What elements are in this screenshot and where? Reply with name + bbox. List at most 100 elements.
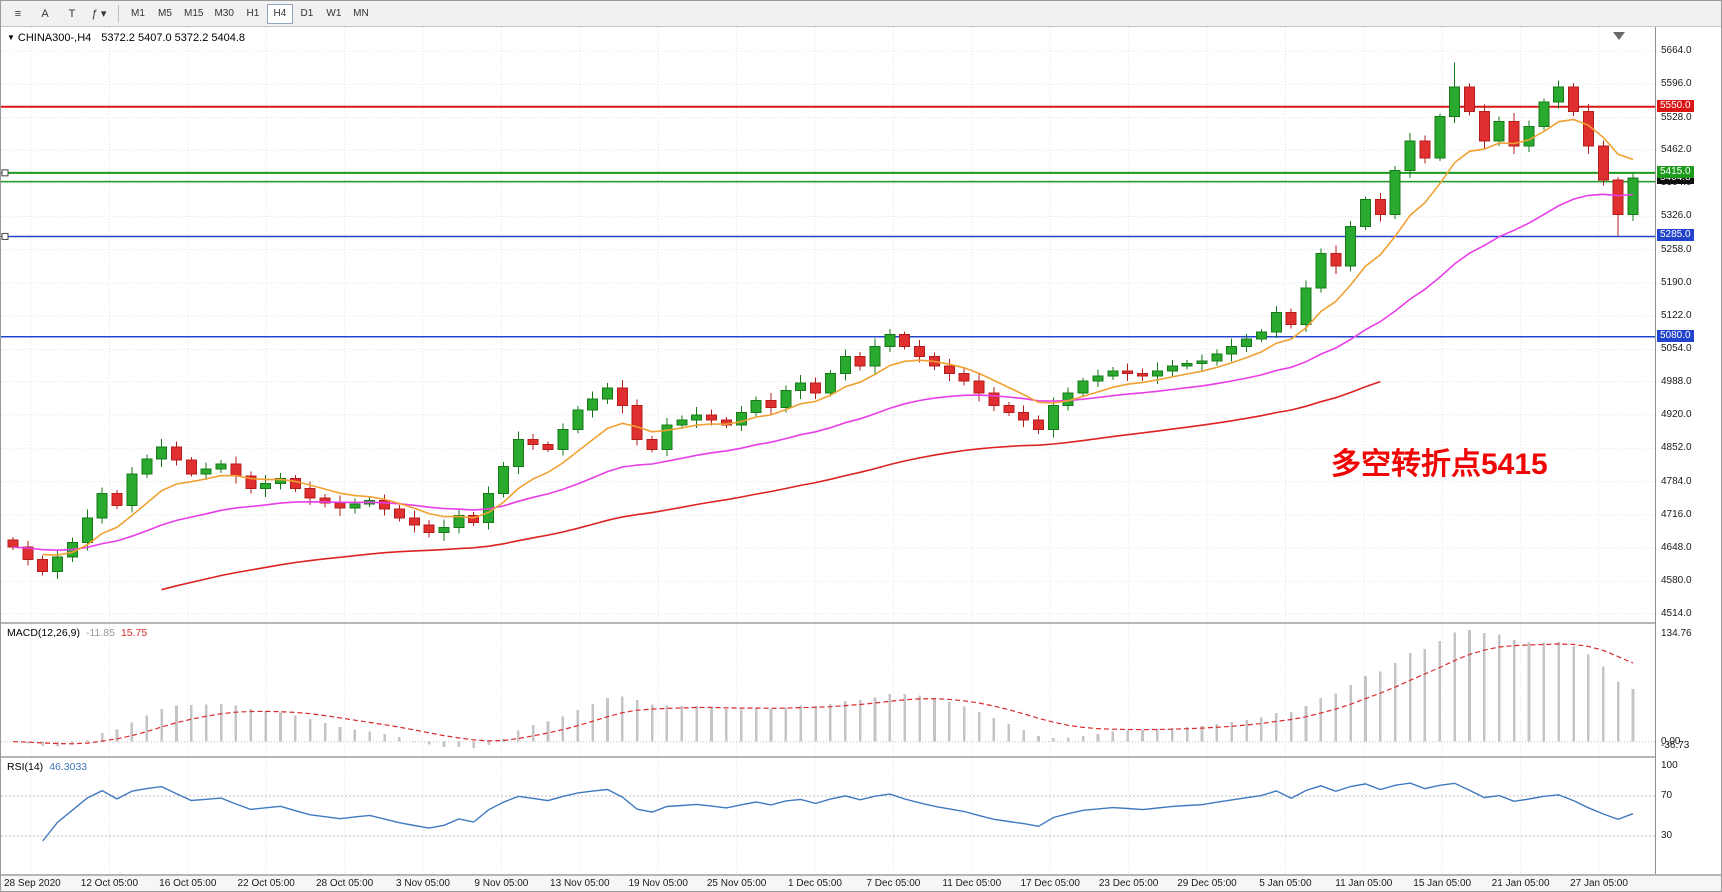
price-level-tag: 5285.0	[1657, 229, 1694, 242]
rsi-line	[42, 782, 1634, 842]
time-label: 7 Dec 05:00	[866, 878, 921, 889]
pane-separator[interactable]	[1, 622, 1721, 624]
gridlines	[1, 27, 1655, 622]
time-label: 5 Jan 05:00	[1259, 878, 1312, 889]
rsi-header: RSI(14) 46.3033	[7, 761, 93, 773]
timeframe-h1-button[interactable]: H1	[240, 4, 266, 24]
macd-pane[interactable]: MACD(12,26,9) -11.85 15.75	[1, 624, 1655, 756]
text-tool-button[interactable]: T	[59, 4, 85, 24]
price-tick: 4514.0	[1661, 607, 1692, 619]
time-label: 28 Sep 2020	[4, 878, 61, 889]
symbol-name: CHINA300-,H4	[17, 32, 92, 44]
price-tick: 4648.0	[1661, 542, 1692, 554]
gridlines	[30, 624, 1600, 756]
macd-value: -11.85	[85, 627, 115, 639]
candles-layer	[7, 62, 1639, 579]
price-tick: 5664.0	[1661, 45, 1692, 56]
timeframe-m1-button[interactable]: M1	[125, 4, 151, 24]
time-label: 12 Oct 05:00	[80, 878, 139, 889]
price-tick: 5054.0	[1661, 343, 1692, 355]
price-tick: 4580.0	[1661, 575, 1692, 587]
arrow-tool-button[interactable]: A	[32, 4, 58, 24]
macd-title: MACD(12,26,9)	[7, 627, 80, 639]
chart-text-annotation[interactable]: 多空转折点5415	[1331, 448, 1548, 481]
price-level-tag: 5080.0	[1657, 329, 1694, 342]
price-level-tag: 5415.0	[1657, 165, 1694, 178]
rsi-chart[interactable]	[1, 758, 1655, 874]
timeframe-m30-button[interactable]: M30	[209, 4, 238, 24]
rsi-pane[interactable]: RSI(14) 46.3033	[1, 758, 1655, 874]
charts-list-button[interactable]: ≡	[5, 4, 31, 24]
time-label: 23 Dec 05:00	[1098, 878, 1159, 889]
main-chart-pane[interactable]: ▼ CHINA300-,H4 5372.2 5407.0 5372.2 5404.8…	[1, 27, 1655, 622]
macd-signal-value: 15.75	[120, 627, 148, 639]
price-tick: 5528.0	[1661, 111, 1692, 123]
price-level-tag: 5550.0	[1657, 99, 1694, 112]
price-tick: 5326.0	[1661, 210, 1692, 222]
pane-separator[interactable]	[1, 756, 1721, 758]
ma-mid-line	[12, 193, 1634, 552]
line-handle[interactable]	[1, 169, 9, 177]
time-label: 13 Nov 05:00	[550, 878, 610, 889]
time-label: 1 Dec 05:00	[788, 878, 842, 889]
timeframe-m5-button[interactable]: M5	[152, 4, 178, 24]
time-label: 15 Jan 05:00	[1413, 878, 1472, 889]
price-tick: 5596.0	[1661, 78, 1692, 90]
time-label: 27 Jan 05:00	[1570, 878, 1628, 889]
price-tick: 5462.0	[1661, 143, 1692, 155]
rsi-title: RSI(14)	[7, 761, 44, 773]
timeframe-mn-button[interactable]: MN	[348, 4, 374, 24]
time-label: 11 Jan 05:00	[1335, 878, 1393, 889]
price-tick: 4716.0	[1661, 508, 1692, 520]
price-tick: 4920.0	[1661, 409, 1692, 421]
price-tick: 4852.0	[1661, 442, 1692, 454]
time-label: 28 Oct 05:00	[315, 878, 374, 889]
gridlines	[30, 758, 1600, 874]
rsi-tick: 30	[1661, 830, 1673, 841]
rsi-tick: 100	[1661, 760, 1678, 771]
ohlc-readout: 5372.2 5407.0 5372.2 5404.8	[101, 32, 246, 44]
symbol-header: ▼ CHINA300-,H4 5372.2 5407.0 5372.2 5404.8	[7, 32, 245, 44]
time-label: 21 Jan 05:00	[1491, 878, 1550, 889]
price-tick: 5258.0	[1661, 243, 1692, 255]
macd-tick: 0.00	[1661, 735, 1681, 747]
time-label: 16 Oct 05:00	[159, 878, 217, 889]
macd-histogram	[26, 630, 1635, 748]
price-axis[interactable]: 5664.05596.05528.05462.05394.05326.05258…	[1655, 27, 1721, 874]
time-label: 11 Dec 05:00	[942, 878, 1002, 889]
indicators-button[interactable]: ƒ ▾	[86, 4, 112, 24]
macd-tick: -36.73	[1661, 740, 1690, 751]
time-label: 9 Nov 05:00	[474, 878, 529, 889]
time-label: 17 Dec 05:00	[1020, 878, 1080, 889]
price-tick: 4784.0	[1661, 475, 1692, 487]
line-handle[interactable]	[1, 232, 9, 240]
time-label: 3 Nov 05:00	[396, 878, 450, 889]
timeframe-h4-button[interactable]: H4	[266, 3, 293, 24]
timeframe-button-group: M1 M5 M15 M30 H1 H4 D1 W1 MN	[125, 3, 374, 24]
macd-tick: 134.76	[1661, 628, 1692, 639]
chart-shift-marker[interactable]	[1613, 32, 1625, 40]
ma-slow-line	[161, 380, 1381, 591]
rsi-tick: 70	[1661, 790, 1673, 801]
time-label: 19 Nov 05:00	[628, 878, 688, 889]
time-axis[interactable]: 28 Sep 2020 12 Oct 05:00 16 Oct 05:00 22 Oc…	[1, 876, 1721, 891]
timeframe-w1-button[interactable]: W1	[321, 4, 347, 24]
ma-fast-line	[42, 118, 1634, 556]
price-tick: 4988.0	[1661, 375, 1692, 387]
timeframe-d1-button[interactable]: D1	[294, 4, 320, 24]
time-label: 25 Nov 05:00	[706, 878, 767, 889]
price-tick: 5190.0	[1661, 276, 1692, 288]
candlestick-chart[interactable]	[1, 27, 1655, 622]
macd-header: MACD(12,26,9) -11.85 15.75	[7, 627, 153, 639]
macd-chart[interactable]	[1, 624, 1655, 756]
time-label: 29 Dec 05:00	[1177, 878, 1237, 889]
rsi-value: 46.3033	[49, 761, 88, 773]
timeframe-m15-button[interactable]: M15	[179, 4, 208, 24]
toolbar-separator	[118, 4, 119, 23]
pane-separator[interactable]	[1, 874, 1721, 876]
symbol-dropdown-icon[interactable]: ▼	[7, 33, 15, 42]
time-label: 22 Oct 05:00	[237, 878, 295, 889]
